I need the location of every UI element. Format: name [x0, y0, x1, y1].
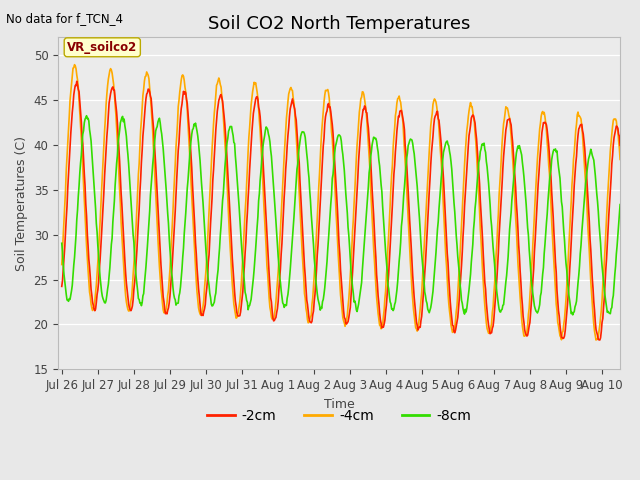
Text: No data for f_TCN_4: No data for f_TCN_4 [6, 12, 124, 25]
X-axis label: Time: Time [324, 397, 355, 410]
Title: Soil CO2 North Temperatures: Soil CO2 North Temperatures [208, 15, 470, 33]
Legend: -2cm, -4cm, -8cm: -2cm, -4cm, -8cm [202, 404, 477, 429]
Text: VR_soilco2: VR_soilco2 [67, 41, 138, 54]
Y-axis label: Soil Temperatures (C): Soil Temperatures (C) [15, 136, 28, 271]
